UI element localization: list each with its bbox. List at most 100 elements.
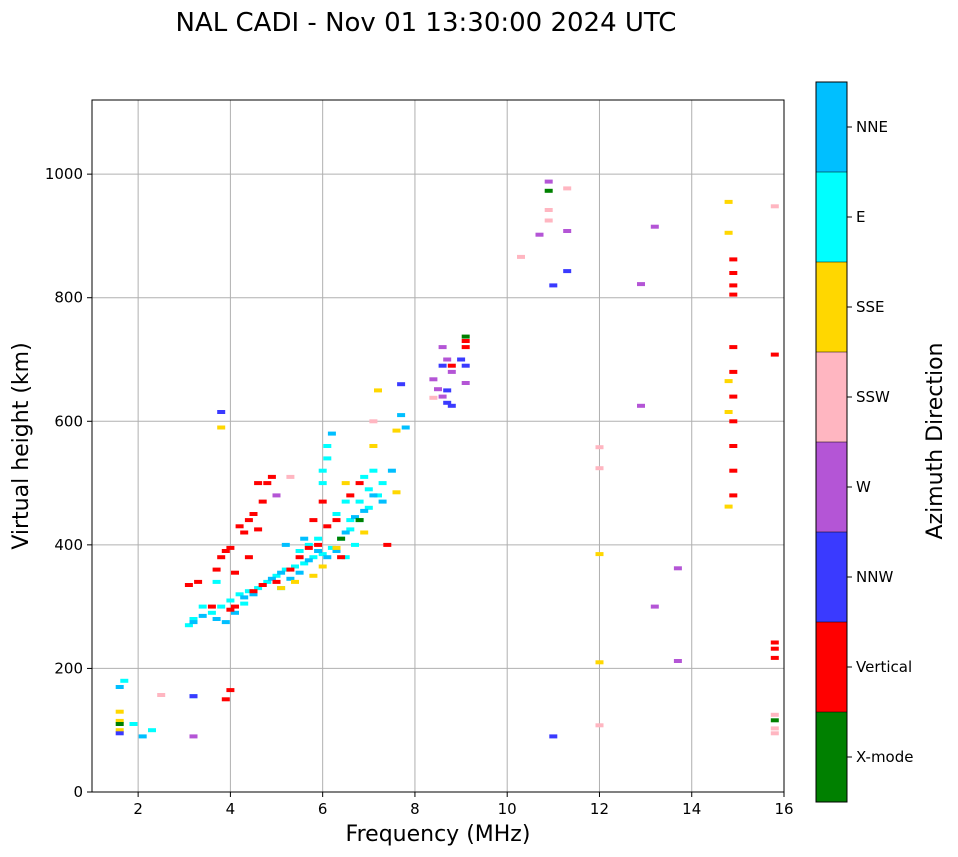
data-point bbox=[364, 505, 373, 510]
data-point bbox=[392, 428, 401, 433]
data-point bbox=[226, 688, 235, 693]
x-axis-label: Frequency (MHz) bbox=[346, 822, 531, 847]
data-point bbox=[249, 589, 258, 594]
data-point bbox=[544, 188, 553, 193]
data-point bbox=[327, 545, 336, 550]
data-point bbox=[729, 444, 738, 448]
data-point bbox=[351, 542, 359, 547]
data-point bbox=[318, 481, 327, 486]
data-point bbox=[724, 504, 733, 509]
data-point bbox=[595, 466, 604, 471]
data-point bbox=[304, 542, 313, 547]
data-point bbox=[295, 549, 304, 553]
data-point bbox=[115, 731, 124, 736]
data-point bbox=[254, 481, 263, 486]
data-point bbox=[355, 499, 364, 504]
colorbar-label: NNE bbox=[856, 118, 888, 136]
data-point bbox=[286, 474, 295, 479]
data-point bbox=[544, 208, 553, 212]
colorbar-label: SSW bbox=[856, 388, 890, 406]
data-point bbox=[729, 468, 738, 473]
y-tick-label: 1000 bbox=[45, 165, 83, 183]
data-point bbox=[286, 576, 295, 581]
data-point bbox=[267, 576, 276, 581]
colorbar-border bbox=[815, 81, 848, 803]
data-point bbox=[231, 570, 239, 575]
data-point bbox=[217, 425, 226, 430]
data-point bbox=[364, 487, 373, 492]
data-point bbox=[217, 555, 226, 560]
data-point bbox=[207, 604, 216, 609]
data-point bbox=[309, 518, 318, 523]
data-point bbox=[383, 542, 392, 547]
data-points bbox=[115, 179, 779, 739]
data-point bbox=[184, 583, 193, 587]
data-point bbox=[244, 518, 253, 523]
colorbar-label: W bbox=[856, 478, 871, 496]
data-point bbox=[549, 734, 558, 739]
data-point bbox=[148, 728, 156, 733]
data-point bbox=[724, 379, 733, 384]
data-point bbox=[443, 400, 452, 405]
data-point bbox=[249, 512, 258, 516]
data-point bbox=[461, 345, 470, 350]
data-point bbox=[341, 499, 350, 504]
chart-title: NAL CADI - Nov 01 13:30:00 2024 UTC bbox=[176, 8, 677, 38]
data-point bbox=[189, 734, 198, 739]
data-point bbox=[438, 345, 447, 350]
colorbar-swatch bbox=[816, 532, 847, 622]
data-point bbox=[341, 481, 350, 486]
data-point bbox=[637, 282, 645, 287]
data-point bbox=[360, 474, 369, 479]
data-point bbox=[314, 536, 323, 541]
data-point bbox=[369, 468, 378, 473]
data-point bbox=[461, 381, 470, 385]
data-point bbox=[263, 579, 272, 584]
data-point bbox=[650, 224, 659, 229]
colorbar-swatch bbox=[816, 622, 847, 712]
data-point bbox=[231, 610, 239, 615]
data-point bbox=[770, 352, 779, 357]
data-point bbox=[115, 709, 124, 714]
data-point bbox=[650, 604, 659, 609]
data-point bbox=[563, 229, 572, 233]
data-point bbox=[189, 617, 198, 621]
data-point bbox=[770, 640, 779, 645]
data-point bbox=[544, 179, 553, 184]
data-point bbox=[235, 592, 244, 597]
data-point bbox=[517, 254, 525, 259]
data-point bbox=[387, 468, 396, 473]
colorbar-label: E bbox=[856, 208, 865, 226]
data-point bbox=[429, 395, 438, 400]
data-point bbox=[397, 413, 406, 418]
data-point bbox=[263, 481, 272, 486]
data-point bbox=[240, 595, 249, 600]
series-e bbox=[120, 444, 387, 733]
data-point bbox=[244, 555, 253, 560]
data-point bbox=[254, 586, 263, 591]
data-point bbox=[355, 518, 364, 523]
data-point bbox=[295, 555, 304, 560]
data-point bbox=[314, 549, 323, 553]
data-point bbox=[443, 357, 452, 362]
data-point bbox=[323, 524, 332, 529]
data-point bbox=[115, 718, 124, 723]
data-point bbox=[304, 545, 313, 550]
data-point bbox=[461, 334, 470, 339]
data-point bbox=[724, 199, 733, 204]
data-point bbox=[429, 377, 438, 382]
data-point bbox=[563, 269, 572, 274]
data-point bbox=[729, 257, 738, 262]
data-point bbox=[337, 555, 346, 560]
x-axis-ticks: 2 4 6 8 10 12 14 16 bbox=[133, 792, 794, 818]
colorbar-swatch bbox=[816, 442, 847, 532]
data-point bbox=[309, 573, 318, 578]
series-x-mode bbox=[115, 188, 779, 726]
data-point bbox=[235, 524, 244, 529]
colorbar-title: Azimuth Direction bbox=[923, 342, 948, 539]
series-ssw bbox=[157, 186, 779, 736]
data-point bbox=[438, 394, 447, 399]
data-point bbox=[447, 369, 456, 374]
data-point bbox=[138, 734, 147, 739]
data-point bbox=[194, 579, 203, 584]
